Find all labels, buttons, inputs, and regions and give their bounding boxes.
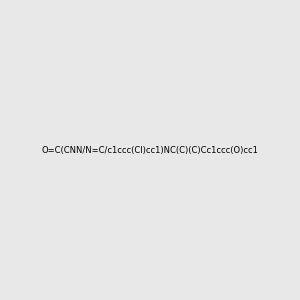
Text: O=C(CNN/N=C/c1ccc(Cl)cc1)NC(C)(C)Cc1ccc(O)cc1: O=C(CNN/N=C/c1ccc(Cl)cc1)NC(C)(C)Cc1ccc(…	[42, 146, 258, 154]
